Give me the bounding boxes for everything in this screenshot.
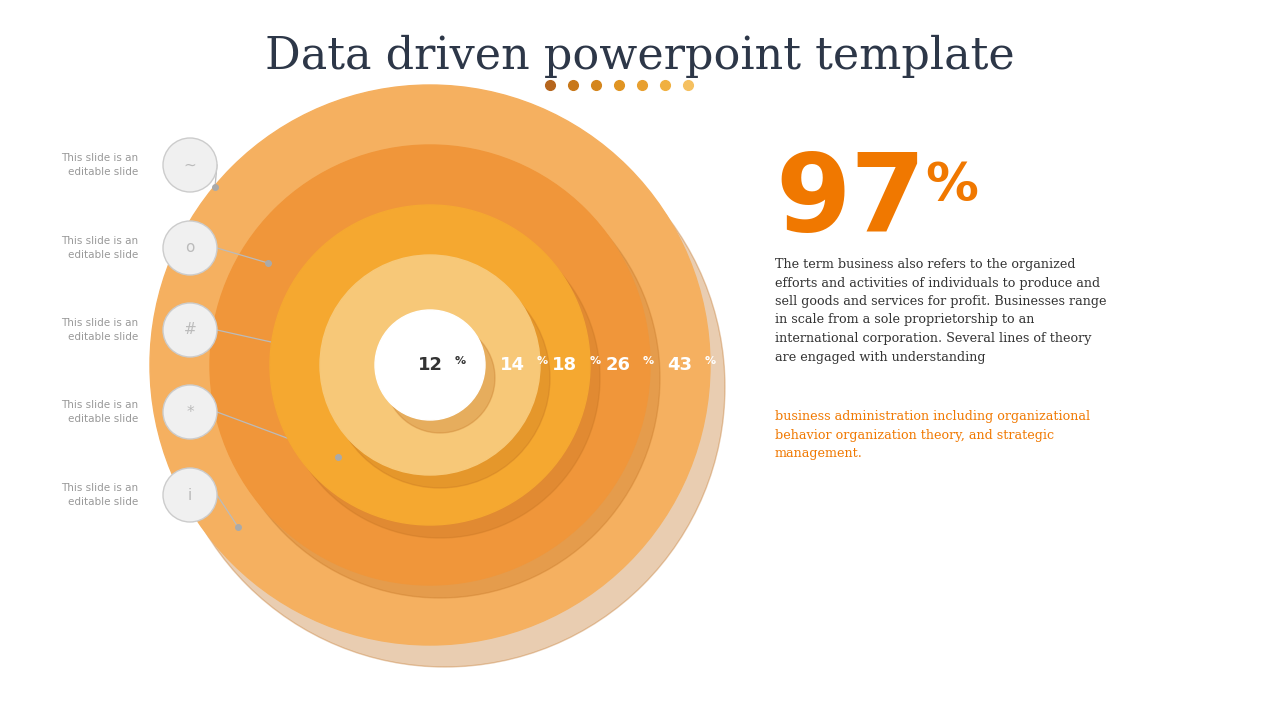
Text: Data driven powerpoint template: Data driven powerpoint template — [265, 35, 1015, 78]
Text: %: % — [643, 356, 654, 366]
Text: *: * — [186, 405, 193, 420]
Circle shape — [163, 468, 218, 522]
Circle shape — [163, 385, 218, 439]
Text: o: o — [186, 240, 195, 256]
Text: 26: 26 — [605, 356, 631, 374]
Circle shape — [163, 138, 218, 192]
Circle shape — [375, 310, 485, 420]
Text: 14: 14 — [499, 356, 525, 374]
Text: ~: ~ — [183, 158, 196, 173]
Circle shape — [210, 145, 650, 585]
Circle shape — [280, 218, 600, 538]
Circle shape — [163, 221, 218, 275]
Circle shape — [385, 323, 495, 433]
Text: This slide is an
editable slide: This slide is an editable slide — [61, 318, 138, 342]
Text: This slide is an
editable slide: This slide is an editable slide — [61, 483, 138, 507]
Text: 97: 97 — [774, 148, 925, 254]
Circle shape — [330, 268, 550, 488]
Text: 12: 12 — [417, 356, 443, 374]
Circle shape — [163, 303, 218, 357]
Text: %: % — [590, 356, 602, 366]
Text: %: % — [454, 356, 466, 366]
Text: %: % — [925, 160, 978, 212]
Text: The term business also refers to the organized
efforts and activities of individ: The term business also refers to the org… — [774, 258, 1106, 364]
Text: %: % — [705, 356, 716, 366]
Text: This slide is an
editable slide: This slide is an editable slide — [61, 400, 138, 424]
Circle shape — [150, 85, 710, 645]
Text: business administration including organizational
behavior organization theory, a: business administration including organi… — [774, 410, 1091, 460]
Circle shape — [270, 205, 590, 525]
Text: This slide is an
editable slide: This slide is an editable slide — [61, 153, 138, 177]
Text: This slide is an
editable slide: This slide is an editable slide — [61, 236, 138, 260]
Text: i: i — [188, 487, 192, 503]
Circle shape — [165, 107, 724, 667]
Text: 43: 43 — [667, 356, 692, 374]
Text: %: % — [538, 356, 548, 366]
Text: #: # — [183, 323, 196, 338]
Circle shape — [220, 158, 660, 598]
Circle shape — [320, 255, 540, 475]
Text: 18: 18 — [553, 356, 577, 374]
